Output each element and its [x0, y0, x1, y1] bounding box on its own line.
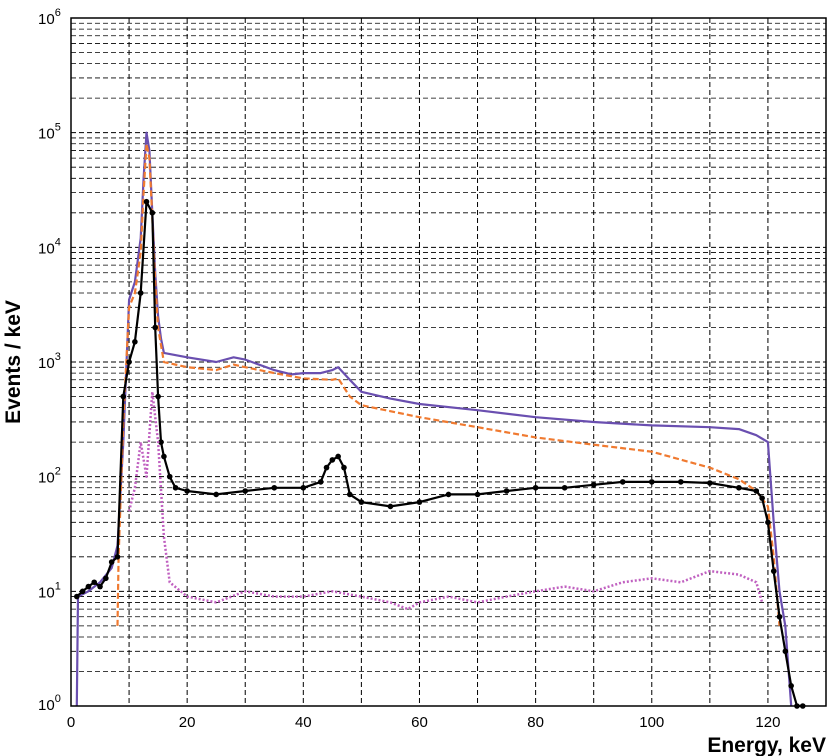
data-point	[152, 324, 159, 331]
data-point	[85, 583, 92, 590]
data-point	[79, 588, 86, 595]
data-point	[271, 484, 278, 491]
data-point	[91, 579, 98, 586]
data-point	[387, 503, 394, 510]
y-tick-label: 101	[38, 580, 61, 601]
data-point	[213, 491, 219, 498]
data-point	[161, 453, 167, 460]
y-tick-exponent: 3	[55, 351, 61, 363]
series-line-0	[75, 131, 793, 707]
data-point	[788, 683, 794, 689]
data-point	[770, 568, 777, 574]
data-point	[242, 488, 249, 494]
data-point	[776, 613, 783, 620]
data-point	[358, 499, 365, 505]
data-point	[172, 484, 179, 491]
y-tick-base: 10	[38, 126, 55, 143]
y-tick-base: 10	[38, 697, 55, 714]
y-tick-label: 100	[38, 693, 61, 714]
data-point	[323, 464, 330, 471]
y-tick-label: 102	[38, 466, 61, 487]
data-point	[103, 575, 109, 582]
y-tick-label: 105	[38, 122, 61, 143]
y-tick-exponent: 5	[55, 122, 61, 134]
data-point	[143, 198, 150, 205]
data-point	[97, 583, 103, 590]
data-point	[503, 488, 510, 494]
data-point	[335, 453, 341, 460]
x-tick-label: 80	[527, 714, 544, 731]
data-point	[707, 480, 713, 486]
data-point	[416, 499, 423, 505]
y-tick-exponent: 0	[55, 693, 61, 705]
data-point	[149, 210, 156, 216]
data-point	[736, 484, 742, 491]
x-tick-label: 100	[639, 714, 664, 731]
data-point	[166, 473, 173, 480]
grid-lines	[71, 18, 826, 706]
y-tick-base: 10	[38, 11, 55, 28]
data-point	[648, 479, 655, 485]
data-point	[120, 393, 127, 400]
plot-frame	[70, 17, 827, 707]
y-tick-exponent: 1	[55, 580, 61, 592]
data-point	[678, 479, 684, 485]
x-axis-label: Energy, keV	[707, 734, 826, 756]
data-point	[132, 339, 138, 345]
data-point	[346, 491, 353, 498]
data-point	[158, 439, 164, 445]
series-line-1	[116, 142, 781, 626]
y-tick-base: 10	[38, 584, 55, 601]
data-point	[126, 359, 132, 365]
y-tick-label: 104	[38, 236, 61, 257]
y-tick-label: 106	[38, 7, 61, 28]
y-axis-label: Events / keV	[2, 300, 25, 424]
data-point	[137, 290, 144, 296]
series-3	[127, 390, 764, 611]
series-2	[74, 198, 806, 709]
data-point	[759, 495, 765, 501]
data-point	[474, 491, 481, 498]
data-point	[753, 488, 760, 494]
y-tick-exponent: 4	[55, 236, 61, 248]
series-1	[116, 142, 781, 626]
x-tick-label: 40	[295, 714, 312, 731]
y-tick-label: 103	[38, 351, 61, 372]
y-tick-exponent: 2	[55, 466, 61, 478]
data-point	[590, 481, 597, 488]
data-point	[300, 484, 307, 491]
data-point	[619, 479, 626, 485]
series-line-3	[127, 390, 764, 611]
y-tick-base: 10	[38, 355, 55, 372]
series-0	[75, 131, 793, 707]
series-line-2	[76, 200, 803, 708]
series-layer	[74, 131, 806, 709]
data-point	[108, 559, 115, 565]
x-tick-label: 120	[755, 714, 780, 731]
x-tick-label: 20	[179, 714, 196, 731]
x-tick-labels: 0 20 40 60 80 100 120	[67, 714, 781, 731]
data-point	[341, 464, 347, 471]
y-tick-base: 10	[38, 470, 55, 487]
data-point	[782, 648, 789, 655]
data-point	[561, 484, 568, 491]
data-point	[74, 593, 80, 600]
data-point	[329, 457, 336, 463]
data-point	[765, 519, 771, 526]
data-point	[155, 393, 161, 400]
x-tick-label: 0	[67, 714, 75, 731]
y-tick-exponent: 6	[55, 7, 61, 19]
data-point	[317, 479, 324, 485]
data-point	[184, 488, 190, 494]
data-point	[445, 491, 452, 498]
y-tick-base: 10	[38, 240, 55, 257]
data-point	[114, 554, 121, 560]
data-point	[532, 484, 539, 491]
x-tick-label: 60	[411, 714, 428, 731]
